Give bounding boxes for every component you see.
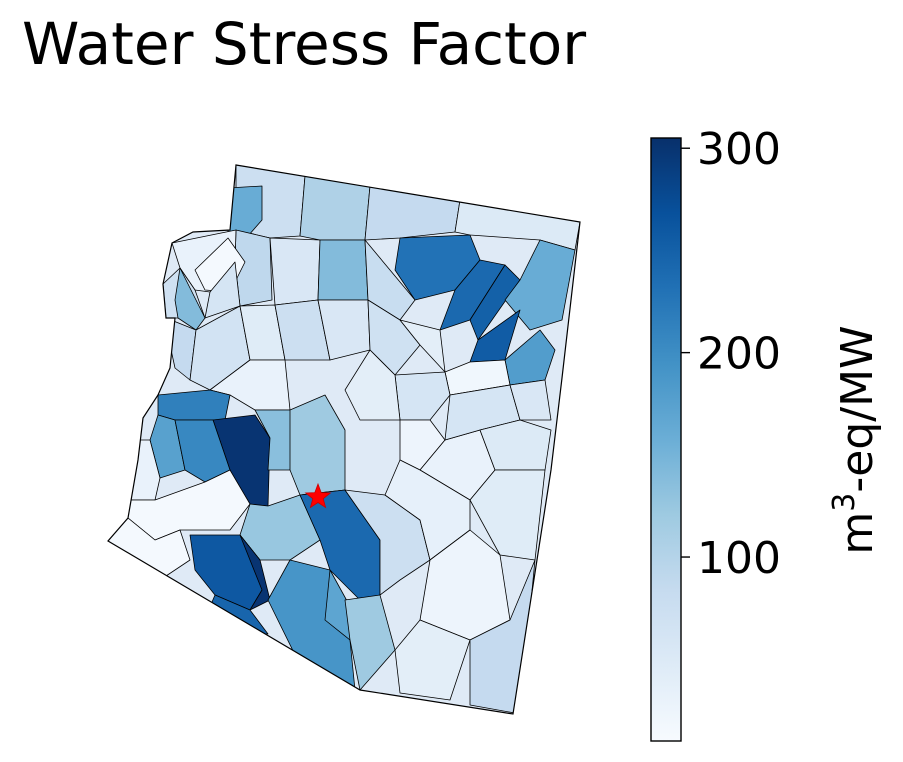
colorbar: 100 200 300 m3-eq/MW xyxy=(650,124,883,742)
watershed-w47 xyxy=(344,594,396,691)
state-outline xyxy=(107,164,581,715)
watershed-w10 xyxy=(174,267,206,331)
chart-title: Water Stress Factor xyxy=(22,10,587,78)
watershed-w18 xyxy=(269,237,321,306)
watershed-w59 xyxy=(394,619,471,701)
colorbar-label-base: m xyxy=(832,512,883,555)
watershed-w42 xyxy=(239,534,271,611)
watershed-w38 xyxy=(108,517,191,581)
colorbar-tick-label-100: 100 xyxy=(697,533,781,584)
watershed-w57 xyxy=(469,469,546,561)
watershed-w19 xyxy=(317,239,369,301)
watershed-layer xyxy=(108,165,580,714)
colorbar-label-rest: -eq/MW xyxy=(832,325,883,492)
colorbar-label-sup: 3 xyxy=(827,493,862,512)
watershed-w31 xyxy=(149,414,186,479)
watershed-w30 xyxy=(157,389,231,421)
arizona-map xyxy=(107,164,581,715)
colorbar-ticks: 100 200 300 xyxy=(681,124,781,584)
watershed-w21 xyxy=(204,261,241,319)
watershed-w14 xyxy=(504,239,576,331)
watershed-w50 xyxy=(344,349,401,421)
location-star-marker xyxy=(304,482,332,509)
colorbar-bar xyxy=(650,137,682,742)
watershed-w54 xyxy=(509,379,552,421)
watershed-w27 xyxy=(367,299,421,376)
colorbar-tick-label-200: 200 xyxy=(697,329,781,380)
watershed-w55 xyxy=(479,419,552,471)
colorbar-tick-label-300: 300 xyxy=(697,124,781,175)
colorbar-label: m3-eq/MW xyxy=(827,325,883,554)
